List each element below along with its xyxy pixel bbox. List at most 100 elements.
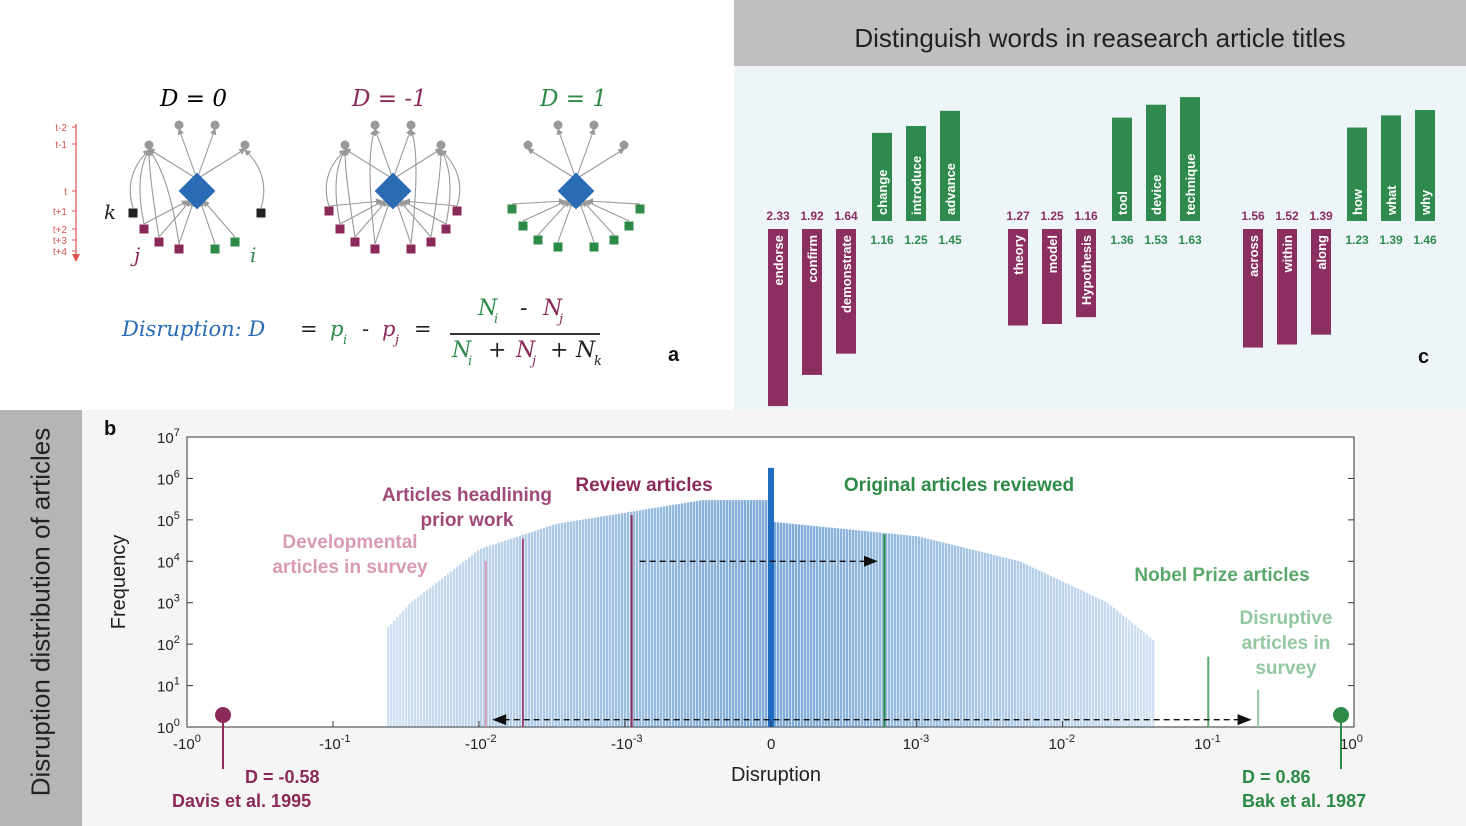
focal-paper-node bbox=[557, 172, 595, 210]
histogram-bar bbox=[870, 531, 873, 727]
formula-eq2: = bbox=[414, 317, 432, 341]
disrupting-word-value: 1.25 bbox=[904, 233, 928, 247]
x-tick-label: 10-3 bbox=[903, 733, 929, 753]
citing-paper-node bbox=[139, 224, 149, 234]
disrupting-word-bar bbox=[872, 132, 892, 221]
histogram-bar bbox=[744, 500, 747, 727]
histogram-bar bbox=[1089, 594, 1092, 727]
histogram-bar bbox=[984, 552, 987, 727]
histogram-bar bbox=[963, 547, 966, 727]
citation-arrow bbox=[401, 200, 447, 225]
developing-word-value: 1.64 bbox=[834, 209, 858, 223]
node-label-i: i bbox=[250, 243, 257, 267]
time-axis-arrow bbox=[72, 254, 80, 262]
disrupting-word-label: why bbox=[1418, 189, 1433, 216]
disrupting-word-label: tool bbox=[1115, 191, 1130, 215]
developing-word-label: theory bbox=[1011, 234, 1026, 275]
y-axis-label: Frequency bbox=[108, 535, 130, 630]
developing-word-value: 1.39 bbox=[1309, 209, 1333, 223]
histogram-bar bbox=[1002, 557, 1005, 727]
histogram-bar bbox=[432, 585, 435, 727]
histogram-bar bbox=[660, 506, 663, 727]
histogram-bar bbox=[1080, 590, 1083, 727]
developing-word-bar bbox=[1008, 229, 1028, 326]
citing-paper-node bbox=[210, 244, 220, 254]
histogram-bar bbox=[483, 547, 486, 727]
y-tick-label: 107 bbox=[157, 427, 180, 447]
developing-word-bar bbox=[836, 229, 856, 354]
histogram-bar bbox=[996, 555, 999, 727]
histogram-bar bbox=[1092, 595, 1095, 727]
histogram-bar bbox=[450, 571, 453, 727]
citing-paper-node bbox=[256, 208, 266, 218]
histogram-bar bbox=[408, 604, 411, 727]
histogram-bar bbox=[396, 617, 399, 727]
histogram-bar bbox=[555, 523, 558, 727]
histogram-bar bbox=[420, 594, 423, 727]
histogram-bar bbox=[1020, 561, 1023, 727]
y-tick-label: 100 bbox=[157, 717, 180, 737]
disrupting-word-value: 1.16 bbox=[870, 233, 894, 247]
histogram-bar bbox=[708, 500, 711, 727]
histogram-bar bbox=[1038, 570, 1041, 727]
histogram-bar bbox=[1005, 557, 1008, 727]
histogram-bar bbox=[453, 568, 456, 727]
numerator-nj: N bbox=[543, 296, 563, 321]
histogram-bar bbox=[501, 541, 504, 727]
histogram-bar bbox=[636, 510, 639, 727]
citation-arrow bbox=[178, 199, 196, 245]
histogram-bar bbox=[810, 525, 813, 727]
citing-paper-node bbox=[635, 204, 645, 214]
histogram-bar bbox=[1062, 581, 1065, 727]
y-tick-label: 105 bbox=[157, 510, 180, 530]
histogram-bar bbox=[699, 500, 702, 727]
histogram-bar bbox=[477, 550, 480, 727]
histogram-bar bbox=[786, 523, 789, 727]
histogram-bar bbox=[813, 525, 816, 727]
disrupting-word-value: 1.46 bbox=[1413, 233, 1437, 247]
histogram-bar bbox=[567, 521, 570, 727]
histogram-bar bbox=[468, 557, 471, 727]
time-label: t+4 bbox=[53, 247, 68, 258]
formula-pi: p bbox=[330, 317, 344, 341]
histogram-bar bbox=[576, 520, 579, 727]
time-label: t+2 bbox=[53, 225, 68, 236]
x-tick-label: 0 bbox=[767, 736, 775, 753]
histogram-bar bbox=[948, 543, 951, 727]
histogram-bar bbox=[561, 522, 564, 727]
histogram-bar bbox=[735, 500, 738, 727]
histogram-bar bbox=[729, 500, 732, 727]
histogram-bar bbox=[639, 510, 642, 727]
histogram-bar bbox=[945, 543, 948, 727]
numerator-nj-sub: j bbox=[559, 312, 564, 327]
histogram-bar bbox=[414, 599, 417, 727]
histogram-bar bbox=[714, 500, 717, 727]
histogram-bar bbox=[1149, 637, 1152, 727]
histogram-bar bbox=[960, 546, 963, 727]
histogram-bar bbox=[795, 524, 798, 727]
histogram-bar bbox=[852, 529, 855, 727]
histogram-bar bbox=[684, 502, 687, 727]
histogram-bar bbox=[726, 500, 729, 727]
developing-word-label: along bbox=[1314, 235, 1329, 270]
histogram-bar bbox=[1095, 597, 1098, 727]
prior-paper-node bbox=[370, 120, 380, 130]
histogram-bar bbox=[801, 524, 804, 727]
histogram-bar bbox=[552, 524, 555, 727]
histogram-bar bbox=[822, 526, 825, 727]
histogram-bar bbox=[969, 549, 972, 727]
prior-paper-node bbox=[589, 120, 599, 130]
disrupting-word-label: change bbox=[875, 169, 890, 215]
disrupting-word-value: 1.39 bbox=[1379, 233, 1403, 247]
citation-arrow bbox=[537, 200, 570, 236]
x-tick-label: -10-1 bbox=[319, 733, 350, 753]
citing-paper-node bbox=[426, 237, 436, 247]
marker-label: articles in bbox=[1242, 633, 1331, 654]
histogram-bar bbox=[417, 596, 420, 727]
citation-arrow bbox=[354, 200, 387, 238]
histogram-bar bbox=[624, 512, 627, 727]
histogram-bar bbox=[1107, 603, 1110, 727]
disrupting-word-value: 1.36 bbox=[1110, 233, 1134, 247]
network-title-dpos: D = 1 bbox=[540, 86, 607, 112]
histogram-bar bbox=[579, 520, 582, 727]
